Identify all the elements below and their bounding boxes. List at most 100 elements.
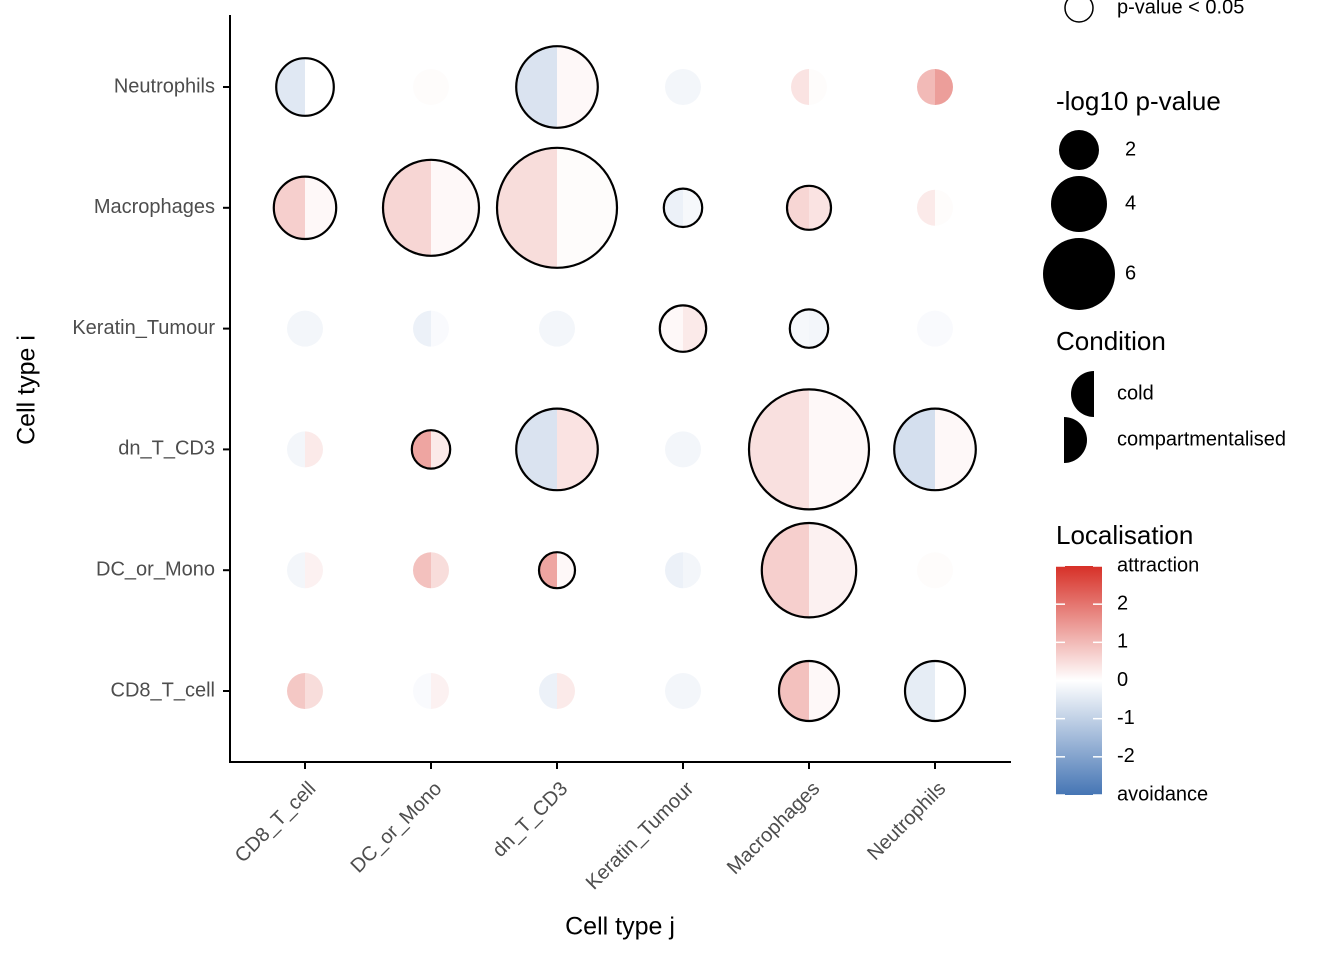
half-dot — [557, 408, 598, 491]
half-dot — [761, 523, 809, 618]
half-dot — [557, 310, 575, 347]
significance-outline — [515, 45, 599, 129]
size-legend-label: 2 — [1125, 138, 1136, 160]
half-dot — [791, 69, 809, 105]
half-dot — [305, 176, 337, 239]
half-dot — [276, 58, 305, 116]
half-dot — [557, 147, 617, 268]
half-dot — [683, 188, 703, 227]
half-dot — [917, 189, 935, 226]
half-dot — [431, 310, 449, 347]
half-dot — [431, 159, 479, 256]
half-dot — [779, 661, 809, 721]
color-tick-label: 1 — [1117, 631, 1128, 653]
half-dot — [905, 661, 935, 721]
y-tick-label: Neutrophils — [114, 75, 215, 97]
half-dot — [413, 310, 431, 347]
half-dot — [516, 46, 557, 128]
half-dot — [383, 159, 431, 256]
color-tick-label: 0 — [1117, 669, 1128, 691]
y-tick-label: Macrophages — [94, 196, 215, 218]
color-tick-label: -2 — [1117, 745, 1135, 767]
x-tick-label: Neutrophils — [863, 778, 950, 865]
half-dot — [935, 189, 954, 226]
significance-legend-key — [1064, 0, 1094, 23]
half-dot — [305, 673, 323, 709]
half-dot — [431, 69, 449, 105]
half-dot — [665, 552, 683, 589]
color-tick-label: 2 — [1117, 592, 1128, 614]
color-tick-label: -1 — [1117, 707, 1135, 729]
x-axis-title: Cell type j — [565, 913, 675, 941]
significance-outline — [381, 158, 481, 257]
significance-outline — [515, 407, 599, 492]
color-tick-label: avoidance — [1117, 783, 1208, 805]
half-dot — [683, 305, 707, 352]
half-dot — [539, 673, 557, 709]
significance-outline — [658, 304, 708, 353]
half-dot — [789, 309, 809, 348]
significance-outline — [537, 551, 577, 590]
significance-outline — [272, 175, 338, 241]
half-dot — [683, 552, 702, 589]
half-dot — [287, 431, 305, 468]
half-dot — [287, 310, 305, 347]
x-tick-label: Keratin_Tumour — [582, 777, 699, 894]
half-dot — [683, 431, 702, 468]
half-dot — [273, 176, 305, 239]
x-tick-label: Macrophages — [723, 778, 824, 879]
half-dot — [935, 69, 953, 105]
half-dot — [431, 430, 451, 469]
half-dot — [305, 310, 323, 347]
half-dot — [431, 673, 449, 709]
half-dot — [413, 69, 431, 105]
size-legend-label: 6 — [1125, 262, 1136, 284]
size-legend-title: -log10 p-value — [1056, 86, 1221, 116]
half-dot — [935, 661, 965, 721]
half-dot — [665, 431, 683, 468]
significance-legend-label: p-value < 0.05 — [1117, 0, 1244, 18]
size-legend-key — [1059, 130, 1099, 170]
half-dot — [749, 389, 809, 510]
half-dot — [935, 310, 954, 347]
condition-legend-key — [1071, 371, 1094, 417]
half-dot — [809, 389, 869, 510]
half-dot — [809, 523, 857, 618]
half-dot — [809, 309, 829, 348]
condition-legend-label: compartmentalised — [1117, 428, 1286, 450]
half-dot — [894, 408, 935, 491]
half-dot — [305, 431, 323, 468]
half-dot — [787, 185, 809, 230]
significance-outline — [788, 308, 830, 349]
half-dot — [287, 673, 305, 709]
size-legend-key — [1051, 176, 1107, 232]
half-dot — [557, 552, 575, 589]
half-dot — [557, 46, 598, 128]
significance-outline — [760, 521, 858, 619]
y-tick-label: DC_or_Mono — [96, 558, 215, 580]
significance-outline — [893, 407, 977, 492]
y-axis-title: Cell type i — [13, 335, 41, 445]
half-dot — [917, 69, 935, 105]
color-tick-label: attraction — [1117, 554, 1199, 576]
significance-outline — [903, 659, 967, 723]
significance-outline — [495, 146, 619, 269]
half-dot — [413, 552, 431, 589]
significance-outline — [662, 187, 704, 229]
half-dot — [431, 552, 449, 589]
significance-outline — [275, 57, 335, 117]
significance-outline — [785, 184, 833, 231]
half-dot — [809, 185, 831, 230]
half-dot — [683, 69, 701, 105]
size-legend-key — [1043, 238, 1115, 310]
condition-legend-key — [1064, 417, 1087, 463]
x-tick-label: dn_T_CD3 — [488, 778, 572, 862]
half-dot — [917, 310, 935, 347]
half-dot — [305, 58, 334, 116]
half-dot — [665, 69, 683, 105]
significance-outline — [747, 388, 871, 511]
half-dot — [659, 305, 683, 352]
half-dot — [287, 552, 305, 589]
half-dot — [413, 673, 431, 709]
